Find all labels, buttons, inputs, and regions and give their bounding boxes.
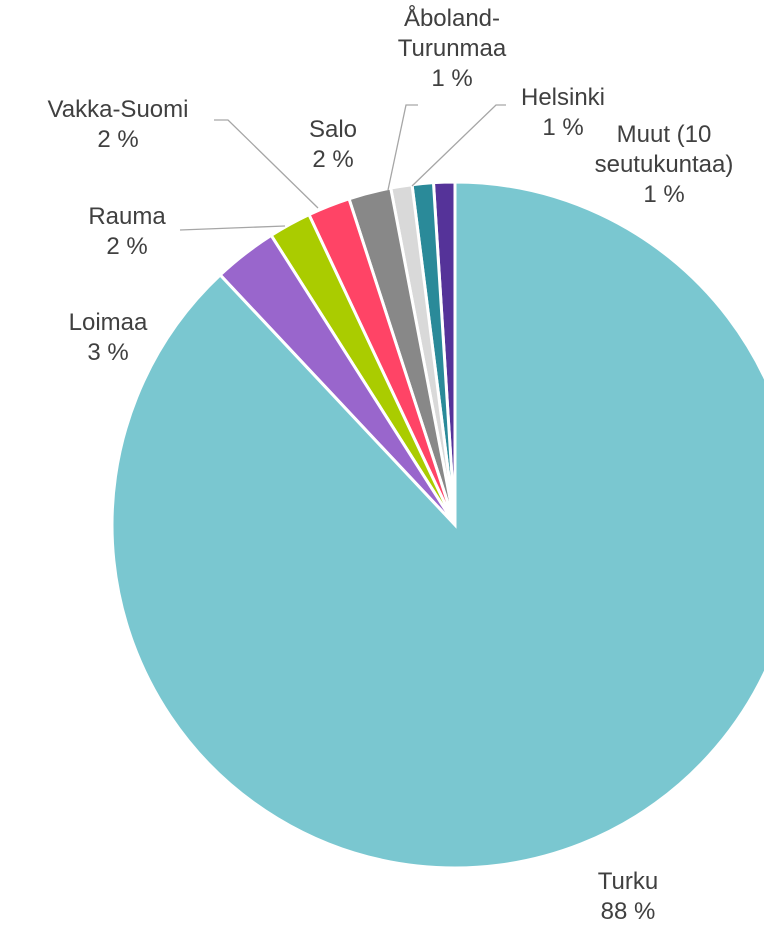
value-label: 2 % (312, 146, 354, 173)
pie-slice (110, 180, 764, 870)
value-label: 3 % (87, 339, 129, 366)
slice-label: Loimaa 3 % (48, 308, 168, 368)
slice-label: Salo 2 % (293, 115, 373, 175)
value-label: 2 % (97, 126, 139, 153)
leader-line (387, 104, 418, 191)
value-label: 1 % (431, 65, 473, 92)
value-label: 1 % (643, 181, 685, 208)
value-label: 1 % (542, 114, 584, 141)
category: Salo (308, 116, 358, 143)
slice-label: Åboland-Turunmaa 1 % (377, 4, 527, 94)
leader-line (411, 104, 506, 187)
category: Vakka-Suomi (47, 96, 189, 123)
slice-label: Muut (10 seutukuntaa) 1 % (579, 120, 749, 210)
category: Rauma (88, 203, 166, 230)
category: Muut (10 seutukuntaa) (594, 121, 734, 178)
slice-label: Turku 88 % (568, 867, 688, 927)
leader-line (214, 119, 319, 209)
slice-label: Rauma 2 % (67, 202, 187, 262)
category: Åboland-Turunmaa (397, 5, 507, 62)
category: Helsinki (520, 84, 606, 111)
value-label: 88 % (600, 898, 656, 925)
value-label: 2 % (106, 233, 148, 260)
leader-line (179, 225, 286, 231)
category: Loimaa (68, 309, 148, 336)
category: Turku (597, 868, 659, 895)
slice-label: Vakka-Suomi 2 % (18, 95, 218, 155)
slice-label: Helsinki 1 % (498, 83, 628, 143)
